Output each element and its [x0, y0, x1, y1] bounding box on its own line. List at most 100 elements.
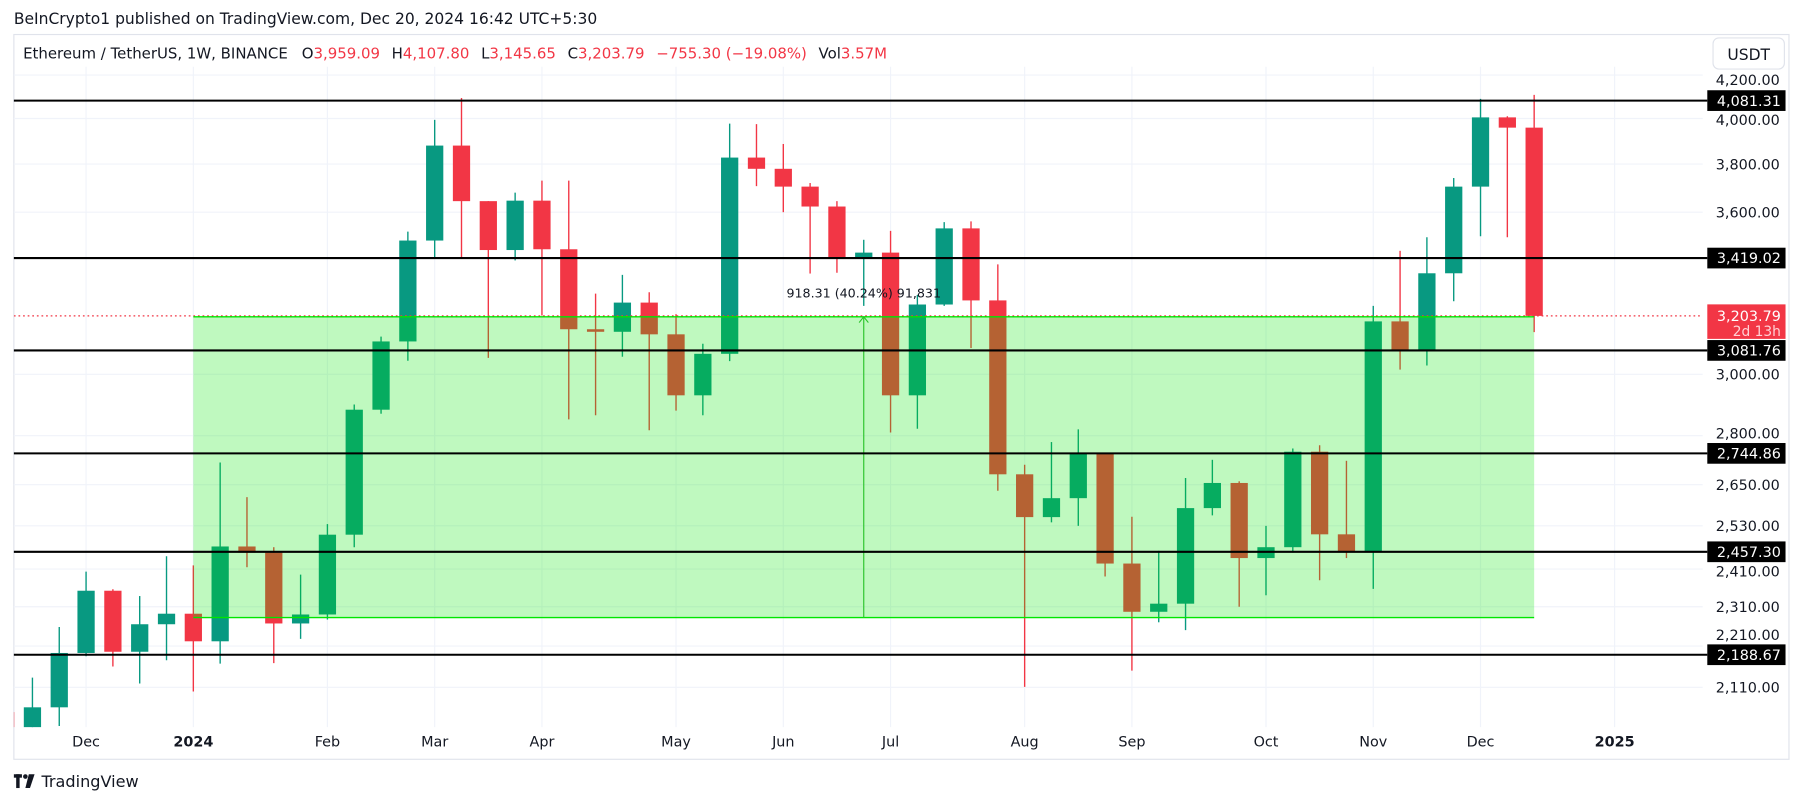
- candle[interactable]: [881, 230, 900, 433]
- candle[interactable]: [935, 222, 953, 306]
- candle[interactable]: [291, 574, 310, 639]
- candle[interactable]: [318, 524, 337, 620]
- candle[interactable]: [1445, 178, 1463, 302]
- time-axis[interactable]: Dec 2024 Feb Mar Apr May Jun Jul Aug Sep Oct Nov Dec…: [72, 735, 1634, 751]
- candle[interactable]: [640, 292, 658, 431]
- y-tick-label: 2,530.00: [1716, 519, 1780, 535]
- x-tick-label: May: [661, 735, 691, 751]
- price-axis[interactable]: 4,200.00 4,000.00 3,800.00 3,600.00 3,000.00…: [1716, 73, 1780, 697]
- candle[interactable]: [962, 221, 980, 349]
- candle[interactable]: [560, 180, 578, 420]
- level-label-box: [1707, 644, 1786, 666]
- candle[interactable]: [184, 565, 202, 692]
- level-label: 2,744.86: [1717, 447, 1781, 463]
- y-tick-label: 4,200.00: [1716, 73, 1780, 89]
- candle[interactable]: [1230, 481, 1248, 607]
- y-tick-label: 4,000.00: [1716, 113, 1780, 129]
- level-label-box: [1707, 247, 1786, 269]
- currency-button[interactable]: USDT: [1712, 37, 1785, 70]
- candle[interactable]: [1364, 305, 1382, 589]
- candle[interactable]: [77, 571, 95, 657]
- candle[interactable]: [238, 497, 256, 568]
- level-label-box: [1707, 541, 1786, 563]
- y-tick-label: 3,800.00: [1716, 157, 1780, 173]
- level-label-box: [1707, 90, 1786, 111]
- candle[interactable]: [104, 589, 122, 667]
- candle[interactable]: [157, 556, 176, 661]
- candle[interactable]: [533, 180, 551, 316]
- legend-symbol[interactable]: Ethereum / TetherUS, 1W, BINANCE: [23, 45, 288, 63]
- candle-body: [1230, 482, 1248, 559]
- legend-high-label: H: [392, 45, 403, 63]
- candle-body: [479, 201, 497, 251]
- candle-body: [13, 712, 15, 728]
- candle[interactable]: [1069, 429, 1087, 526]
- candle[interactable]: [1203, 459, 1221, 516]
- candle[interactable]: [479, 201, 497, 358]
- candle-body: [1042, 498, 1061, 518]
- candle[interactable]: [50, 626, 68, 727]
- y-tick-label: 3,600.00: [1716, 205, 1780, 221]
- candle-body: [533, 200, 551, 250]
- candle[interactable]: [1471, 98, 1490, 237]
- candle[interactable]: [1123, 516, 1141, 671]
- candle[interactable]: [1042, 442, 1061, 523]
- candle[interactable]: [774, 143, 792, 213]
- published-header: BeInCrypto1 published on TradingView.com…: [14, 10, 597, 28]
- candle-body: [1096, 453, 1114, 564]
- candle-body: [1391, 321, 1409, 352]
- candle[interactable]: [1096, 453, 1114, 577]
- chart-pane[interactable]: [13, 33, 1790, 760]
- x-tick-label: Aug: [1011, 735, 1039, 751]
- candle-body: [23, 707, 42, 728]
- x-tick-label: 2024: [173, 735, 213, 751]
- candle[interactable]: [1498, 116, 1516, 238]
- candle[interactable]: [452, 98, 471, 258]
- candle-body: [1203, 482, 1221, 509]
- level-label: 2,457.30: [1717, 545, 1781, 561]
- candle[interactable]: [855, 239, 873, 306]
- candle[interactable]: [1311, 445, 1329, 581]
- candle[interactable]: [0, 692, 15, 743]
- legend-open-label: O: [302, 45, 314, 63]
- candle[interactable]: [721, 123, 739, 362]
- candle-body: [721, 157, 739, 354]
- candle-body: [640, 302, 658, 335]
- x-tick-label: Dec: [1467, 735, 1495, 751]
- candle[interactable]: [23, 677, 42, 766]
- candle[interactable]: [506, 192, 524, 261]
- candle[interactable]: [131, 596, 149, 684]
- candle[interactable]: [1284, 448, 1302, 553]
- candle-body: [345, 409, 363, 535]
- legend-high: 4,107.80: [403, 45, 470, 63]
- candle[interactable]: [426, 119, 444, 258]
- candle[interactable]: [1150, 550, 1168, 623]
- footer-brand[interactable]: TradingView: [40, 772, 138, 791]
- candle[interactable]: [1337, 460, 1356, 559]
- candle[interactable]: [694, 343, 712, 416]
- candle[interactable]: [1525, 94, 1543, 333]
- y-tick-label: 2,800.00: [1716, 427, 1780, 443]
- candle-countdown: 2d 13h: [1733, 324, 1781, 340]
- candle[interactable]: [265, 547, 283, 664]
- candle-body: [1337, 534, 1356, 552]
- candle-body: [1069, 453, 1087, 499]
- candle[interactable]: [828, 201, 846, 273]
- current-price-box: [1707, 304, 1786, 339]
- candle[interactable]: [586, 293, 605, 416]
- tradingview-logo-icon[interactable]: [13, 774, 35, 789]
- legend-open: 3,959.09: [313, 45, 380, 63]
- legend-close: 3,203.79: [578, 45, 645, 63]
- candle-body: [935, 228, 953, 305]
- price-labels: 4,081.31 3,419.02 3,081.76 2,744.86 2,457.30…: [1707, 90, 1786, 666]
- candle[interactable]: [1176, 477, 1195, 631]
- legend-close-label: C: [568, 45, 578, 63]
- candle-body: [452, 145, 471, 202]
- price-range-zone[interactable]: 918.31 (40.24%) 91,831: [193, 285, 1535, 619]
- candle[interactable]: [747, 124, 766, 187]
- candle[interactable]: [345, 404, 363, 548]
- horizontal-levels[interactable]: [13, 99, 1708, 656]
- candle[interactable]: [1016, 464, 1034, 687]
- candle-body: [855, 252, 873, 259]
